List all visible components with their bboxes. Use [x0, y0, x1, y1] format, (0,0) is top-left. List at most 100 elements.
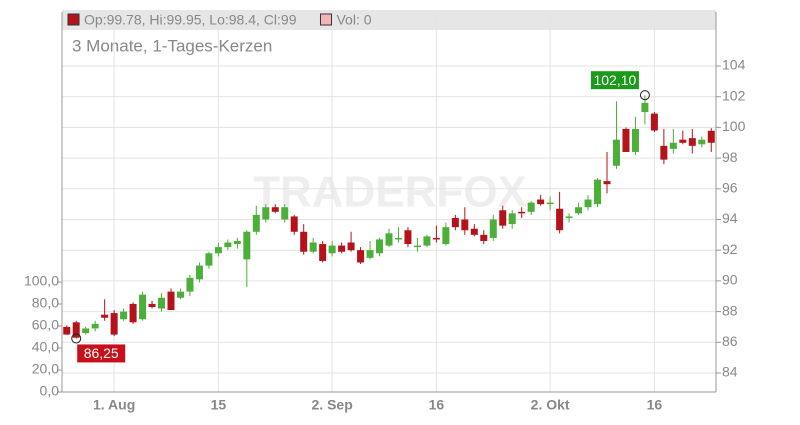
candle-body	[290, 216, 298, 232]
candle-body	[442, 227, 450, 245]
candle-body	[300, 231, 308, 252]
candle-body	[328, 245, 336, 254]
candle-body	[63, 326, 71, 335]
candle-body	[214, 247, 222, 254]
candle-body	[404, 230, 412, 245]
candle-body	[309, 242, 317, 252]
y-tick-label: 102	[722, 87, 746, 103]
x-tick-label: 2. Sep	[312, 397, 353, 413]
candle-body	[508, 213, 516, 225]
candle-body	[650, 113, 658, 131]
chart-subtitle: 3 Monate, 1-Tages-Kerzen	[72, 36, 272, 55]
candle-body	[139, 294, 147, 320]
candle-body	[252, 214, 260, 232]
candle-body	[423, 236, 431, 246]
watermark: TRADERFOX	[253, 168, 527, 217]
candle-body	[394, 237, 402, 240]
y-tick-label: 92	[722, 241, 738, 257]
candle-body	[669, 142, 677, 149]
candle-body	[489, 219, 497, 238]
candle-body	[698, 139, 706, 145]
candle-body	[641, 102, 649, 113]
candle-body	[603, 181, 611, 185]
candle-body	[271, 207, 279, 212]
candle-body	[120, 311, 128, 320]
x-tick-label: 1. Aug	[93, 397, 135, 413]
y-tick-label: 104	[722, 57, 746, 73]
candle-body	[594, 179, 602, 205]
y-tick-label: 88	[722, 302, 738, 318]
candle-body	[319, 244, 327, 261]
candle-body	[461, 219, 469, 231]
annotation-marker	[71, 333, 82, 344]
annotation-label: 86,25	[84, 345, 119, 361]
y2-tick-label: 20,0	[32, 361, 59, 377]
candle-body	[575, 207, 583, 214]
candle-body	[518, 211, 526, 214]
y2-tick-label: 40,0	[32, 339, 59, 355]
annotation-marker	[639, 90, 650, 101]
y-tick-label: 86	[722, 333, 738, 349]
candle-body	[338, 245, 346, 252]
candle-body	[72, 322, 80, 338]
y2-tick-label: 60,0	[32, 317, 59, 333]
candle-body	[480, 234, 488, 241]
candle-body	[612, 139, 620, 166]
y-tick-label: 98	[722, 149, 738, 165]
legend-label: Op:99.78, Hi:99.95, Lo:98.4, Cl:99	[84, 12, 297, 28]
candle-body	[584, 199, 592, 208]
x-tick-label: 16	[647, 397, 663, 413]
candle-body	[167, 291, 175, 311]
y-tick-label: 84	[722, 364, 738, 380]
candle-body	[347, 242, 355, 251]
candle-body	[110, 313, 118, 335]
y-tick-label: 94	[722, 210, 738, 226]
x-tick-label: 2. Okt	[531, 397, 570, 413]
candle-body	[527, 202, 535, 212]
candle-body	[537, 199, 545, 205]
legend-bar	[62, 10, 716, 30]
candle-body	[499, 210, 507, 226]
candle-body	[470, 228, 478, 235]
candle-body	[432, 237, 440, 240]
candle-body	[91, 323, 99, 329]
x-tick-label: 16	[429, 397, 445, 413]
candle-body	[82, 328, 90, 334]
candle-body	[376, 239, 384, 254]
legend-swatch	[319, 13, 332, 26]
candle-body	[281, 207, 289, 220]
candle-body	[413, 245, 421, 248]
x-tick-label: 15	[211, 397, 227, 413]
candle-body	[101, 314, 109, 318]
candle-body	[385, 233, 393, 246]
candle-body	[357, 250, 365, 263]
legend-swatch	[67, 13, 80, 26]
y2-tick-label: 0,0	[40, 383, 60, 399]
candle-body	[565, 216, 573, 218]
candle-body	[205, 253, 213, 266]
candle-body	[176, 291, 184, 298]
candle-body	[679, 139, 687, 143]
y2-tick-label: 80,0	[32, 295, 59, 311]
annotation-label: 102,10	[593, 72, 636, 88]
candle-body	[631, 128, 639, 152]
candle-body	[224, 242, 232, 248]
legend-label: Vol: 0	[336, 12, 371, 28]
y2-tick-label: 100,0	[24, 273, 59, 289]
y-tick-label: 90	[722, 272, 738, 288]
candle-body	[195, 265, 203, 280]
annotation-box	[590, 71, 639, 90]
candle-body	[186, 277, 194, 292]
candle-body	[707, 130, 715, 143]
candle-body	[622, 128, 630, 152]
candle-body	[262, 207, 270, 220]
candle-body	[556, 208, 564, 231]
candle-body	[158, 297, 166, 309]
candle-body	[366, 250, 374, 258]
candle-body	[660, 145, 668, 160]
candle-body	[233, 240, 241, 245]
candle-body	[129, 303, 137, 323]
candle-body	[546, 202, 554, 205]
y-tick-label: 100	[722, 118, 746, 134]
